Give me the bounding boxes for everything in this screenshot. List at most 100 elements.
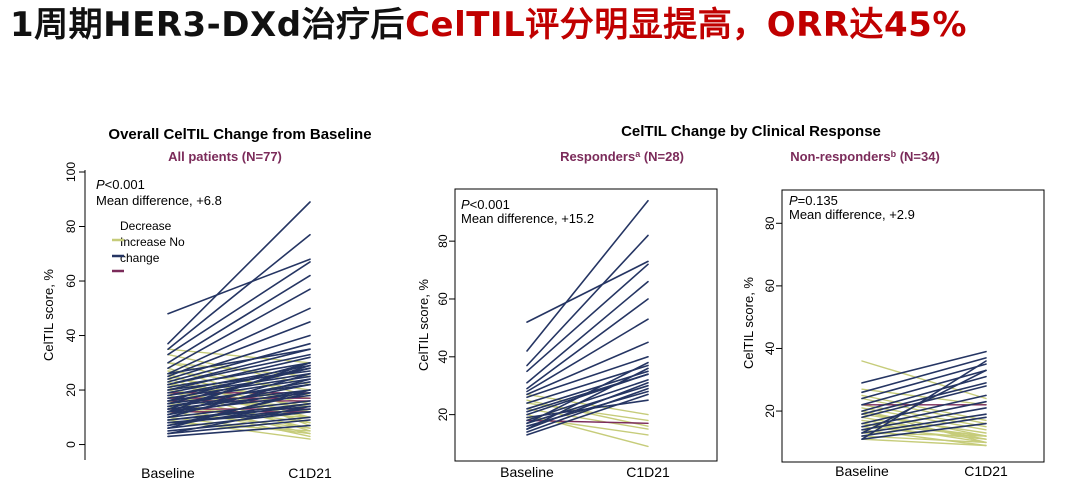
responders-increase-line-15 (526, 381, 649, 430)
responders-increase-line-2 (526, 234, 649, 367)
headline-part2: CelTIL评分明显提高，ORR达45% (405, 5, 967, 45)
responders-increase-line-1 (526, 199, 649, 352)
nonresponders-x-categories: Baseline C1D21 (835, 463, 1008, 479)
responders-increase-line-3 (526, 263, 649, 373)
responders-increase-line-10 (526, 370, 649, 410)
overall-y-tick-label-80: 80 (64, 220, 78, 234)
responders-y-axis-label: CelTIL score, % (416, 279, 431, 371)
overall-pvalue-value: <0.001 (105, 177, 145, 192)
responders-pvalue: P<0.001 (461, 197, 510, 212)
overall-increase-line-38 (167, 405, 311, 435)
responders-increase-line-9 (526, 364, 649, 404)
legend-line1: Decrease (120, 219, 172, 233)
responders-decrease-line-3 (526, 408, 649, 430)
overall-increase-line-8 (167, 334, 311, 380)
responders-pvalue-p: P (461, 197, 470, 212)
responders-y-ticks: 20 40 60 80 (436, 234, 455, 421)
responders-increase-line-18 (526, 393, 649, 436)
responders-increase-line-7 (526, 341, 649, 396)
overall-increase-line-43 (167, 348, 311, 375)
nonresponders-subtitle-label: Non-responders (790, 149, 890, 164)
overall-chart-subtitle: All patients (N=77) (168, 149, 282, 164)
responders-increase-line-16 (526, 367, 649, 430)
responders-y-tick-label-40: 40 (436, 350, 450, 364)
overall-increase-line-14 (167, 364, 311, 394)
overall-increase-line-6 (167, 307, 311, 375)
overall-category-label-1: C1D21 (288, 465, 332, 481)
headline-part1: 1周期HER3-DXd治疗后 (10, 5, 406, 45)
overall-increase-line-45 (167, 391, 311, 427)
responders-increase-line-20 (526, 399, 649, 419)
overall-increase-line-1 (167, 201, 311, 345)
responders-chart: Respondersa (N=28) CelTIL score, % P<0.0… (416, 149, 718, 480)
nonresponders-y-tick-label-80: 80 (763, 216, 777, 230)
overall-decrease-line-23 (167, 373, 311, 427)
nonresponders-pvalue-p: P (789, 193, 798, 208)
nonresponders-subtitle-sup: b (891, 149, 897, 159)
overall-increase-line-5 (167, 288, 311, 370)
nonresponders-increase-line-0 (861, 350, 987, 384)
overall-y-tick-label-60: 60 (64, 274, 78, 288)
overall-x-categories: Baseline C1D21 (141, 465, 332, 481)
overall-increase-line-13 (167, 356, 311, 391)
nonresponders-increase-line-5 (861, 382, 987, 416)
overall-chart: Overall CelTIL Change from Baseline All … (41, 126, 372, 481)
responders-y-tick-label-20: 20 (436, 408, 450, 422)
overall-increase-line-37 (167, 419, 311, 435)
overall-increase-line-39 (167, 424, 311, 438)
overall-y-tick-label-0: 0 (64, 441, 78, 448)
nonresponders-increase-line-10 (861, 413, 987, 434)
nonresponders-increase-line-1 (861, 357, 987, 394)
responders-y-tick-label-80: 80 (436, 234, 450, 248)
responders-increase-line-21 (526, 373, 649, 413)
nonresponders-increase-line-13 (861, 360, 987, 441)
nonresponders-increase-line-2 (861, 363, 987, 400)
responders-plot-frame (454, 188, 718, 462)
overall-increase-line-9 (167, 342, 311, 383)
overall-increase-line-7 (167, 321, 311, 378)
overall-decrease-line-20 (167, 419, 311, 440)
nonresponders-y-axis-label: CelTIL score, % (741, 277, 756, 369)
responders-subtitle-sup: a (635, 149, 641, 159)
nonresponders-lines (861, 350, 987, 447)
overall-increase-line-33 (167, 410, 311, 424)
nonresponders-increase-line-7 (861, 394, 987, 425)
overall-mean-difference: Mean difference, +6.8 (96, 193, 222, 208)
responders-category-label-0: Baseline (500, 464, 554, 480)
responders-subtitle-n: (N=28) (640, 149, 684, 164)
overall-increase-line-11 (167, 353, 311, 386)
responders-increase-line-4 (526, 280, 649, 384)
overall-increase-line-31 (167, 405, 311, 421)
responders-decrease-line-1 (526, 399, 649, 427)
responders-pvalue-value: <0.001 (470, 197, 510, 212)
nonresponders-y-tick-label-60: 60 (763, 279, 777, 293)
overall-increase-line-41 (167, 370, 311, 391)
nonresponders-increase-line-4 (861, 375, 987, 412)
nonresponders-category-label-1: C1D21 (964, 463, 1008, 479)
overall-increase-line-12 (167, 361, 311, 389)
responders-increase-line-5 (526, 298, 649, 390)
overall-increase-line-16 (167, 372, 311, 397)
overall-y-tick-label-40: 40 (64, 329, 78, 343)
nonresponders-y-tick-label-20: 20 (763, 404, 777, 418)
responders-increase-line-6 (526, 318, 649, 393)
nonresponders-subtitle-n: (N=34) (896, 149, 940, 164)
responders-increase-line-0 (526, 260, 649, 323)
overall-category-label-0: Baseline (141, 465, 195, 481)
overall-increase-line-24 (167, 391, 311, 410)
response-chart-title: CelTIL Change by Clinical Response (621, 123, 881, 140)
overall-increase-line-0 (167, 258, 311, 315)
legend-line3: change (120, 251, 160, 265)
overall-increase-line-10 (167, 348, 311, 386)
overall-increase-line-3 (167, 261, 311, 356)
responders-x-categories: Baseline C1D21 (500, 464, 670, 480)
nonresponders-subtitle: Non-respondersb (N=34) (790, 149, 940, 164)
nonresponders-plot-frame (781, 189, 1045, 463)
responders-y-tick-label-60: 60 (436, 292, 450, 306)
nonresponders-decrease-line-3 (861, 397, 987, 425)
overall-pvalue-p: P (96, 177, 105, 192)
responders-increase-line-8 (526, 355, 649, 399)
overall-increase-line-4 (167, 274, 311, 364)
overall-lines (167, 201, 311, 440)
